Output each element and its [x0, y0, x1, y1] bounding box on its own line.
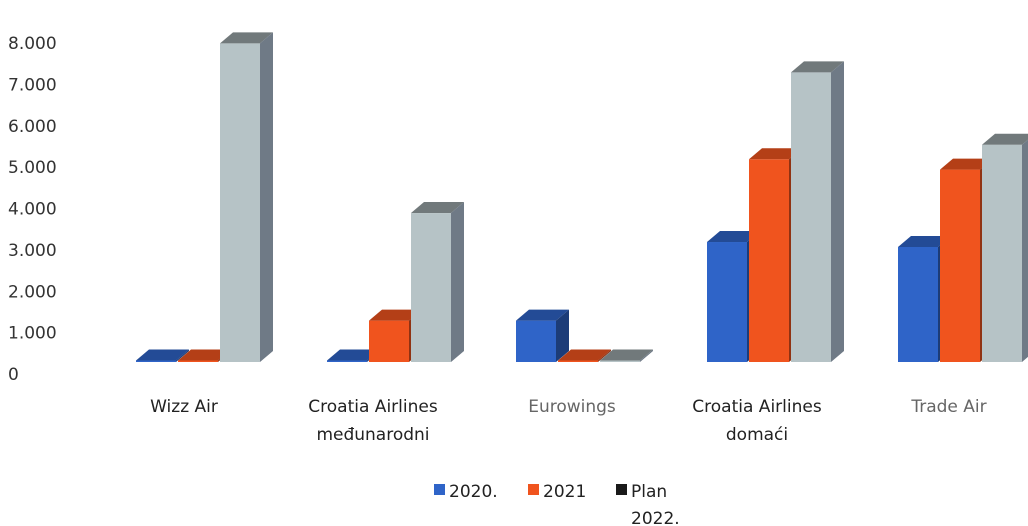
- category-label: Trade Air: [910, 397, 986, 417]
- bar: [982, 133, 1028, 362]
- bar: [600, 349, 653, 362]
- legend-label: 2021: [543, 482, 586, 502]
- legend-swatch: [434, 484, 445, 495]
- legend-label-continuation: 2022.: [631, 509, 680, 526]
- y-tick-label: 8.000: [8, 34, 57, 54]
- y-tick-label: 6.000: [8, 117, 57, 137]
- legend-label: Plan: [631, 482, 667, 502]
- y-tick-label: 0: [8, 365, 19, 385]
- legend: 2020. 2021 Plan 2022.: [434, 482, 680, 526]
- legend-swatch: [528, 484, 539, 495]
- y-tick-label: 1.000: [8, 324, 57, 344]
- legend-item: 2020.: [434, 482, 498, 502]
- category-label: Croatia Airlines domaći: [692, 397, 822, 445]
- bar: [411, 202, 464, 362]
- bars: [136, 32, 1028, 362]
- y-tick-label: 4.000: [8, 200, 57, 220]
- category-label: Croatia Airlines međunarodni: [308, 397, 438, 445]
- legend-swatch: [616, 484, 627, 495]
- bar: [558, 349, 611, 362]
- category-label: Eurowings: [528, 397, 616, 417]
- bar: [791, 61, 844, 362]
- legend-item: Plan: [616, 482, 667, 502]
- y-tick-label: 2.000: [8, 282, 57, 302]
- y-axis: 0 1.000 2.000 3.000 4.000 5.000 6.000 7.000 8.00…: [8, 34, 57, 385]
- y-tick-label: 7.000: [8, 75, 57, 95]
- bar: [136, 349, 189, 362]
- legend-item: 2021: [528, 482, 586, 502]
- bar: [220, 32, 273, 362]
- legend-label: 2020.: [449, 482, 498, 502]
- y-tick-label: 5.000: [8, 158, 57, 178]
- y-tick-label: 3.000: [8, 241, 57, 261]
- bar: [516, 309, 569, 362]
- x-axis: Wizz Air Croatia Airlines međunarodni Eurow…: [150, 397, 987, 445]
- category-label: Wizz Air: [150, 397, 218, 417]
